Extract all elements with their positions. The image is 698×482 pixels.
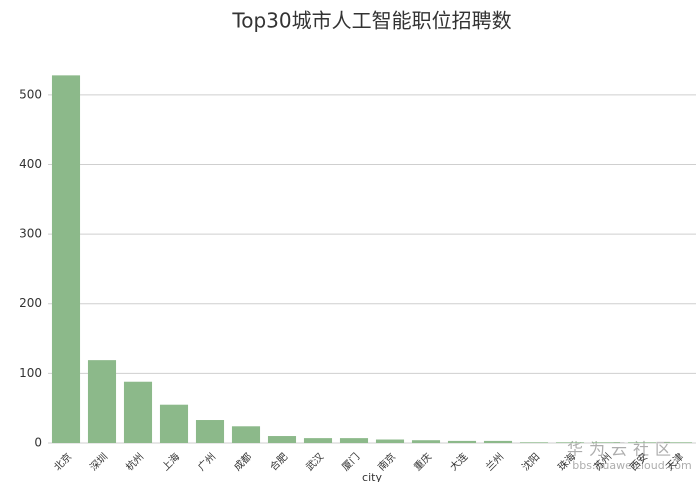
bar (591, 442, 621, 443)
x-tick-label: 沈阳 (519, 450, 542, 473)
bar (627, 442, 657, 443)
y-tick-label: 100 (19, 366, 42, 380)
bar (87, 360, 117, 443)
bar (483, 440, 513, 443)
x-tick-label: 大连 (447, 450, 470, 473)
x-tick-label: 厦门 (339, 450, 362, 473)
x-tick-label: 兰州 (483, 450, 506, 473)
x-axis-label: city (362, 471, 382, 482)
x-tick-label: 上海 (159, 450, 182, 473)
bar (339, 438, 369, 443)
bar (195, 420, 225, 443)
bar (663, 442, 693, 443)
bar (519, 442, 549, 443)
x-tick-label: 杭州 (123, 450, 146, 473)
bar (267, 436, 297, 443)
bar (303, 438, 333, 443)
y-tick-label: 200 (19, 296, 42, 310)
bar (555, 442, 585, 443)
bar (411, 440, 441, 443)
x-tick-label: 合肥 (267, 450, 290, 473)
y-tick-label: 300 (19, 227, 42, 241)
x-tick-label: 重庆 (411, 450, 434, 473)
chart-title: Top30城市人工智能职位招聘数 (231, 9, 511, 33)
bar (123, 381, 153, 443)
bar (375, 439, 405, 443)
x-tick-label: 南京 (375, 450, 398, 473)
watermark-title: 华为云社区 (567, 440, 677, 459)
y-tick-label: 0 (34, 436, 42, 450)
bar (159, 404, 189, 443)
watermark-url: bbs.huaweicloud.com (572, 459, 691, 472)
x-tick-label: 北京 (51, 450, 74, 473)
bar (231, 426, 261, 443)
bar (51, 75, 81, 443)
bar (447, 440, 477, 443)
x-tick-label: 广州 (196, 451, 219, 474)
y-tick-label: 400 (19, 157, 42, 171)
x-tick-label: 成都 (232, 451, 255, 474)
x-tick-label: 深圳 (88, 451, 111, 474)
y-tick-label: 500 (19, 87, 42, 101)
x-tick-label: 武汉 (303, 450, 326, 473)
